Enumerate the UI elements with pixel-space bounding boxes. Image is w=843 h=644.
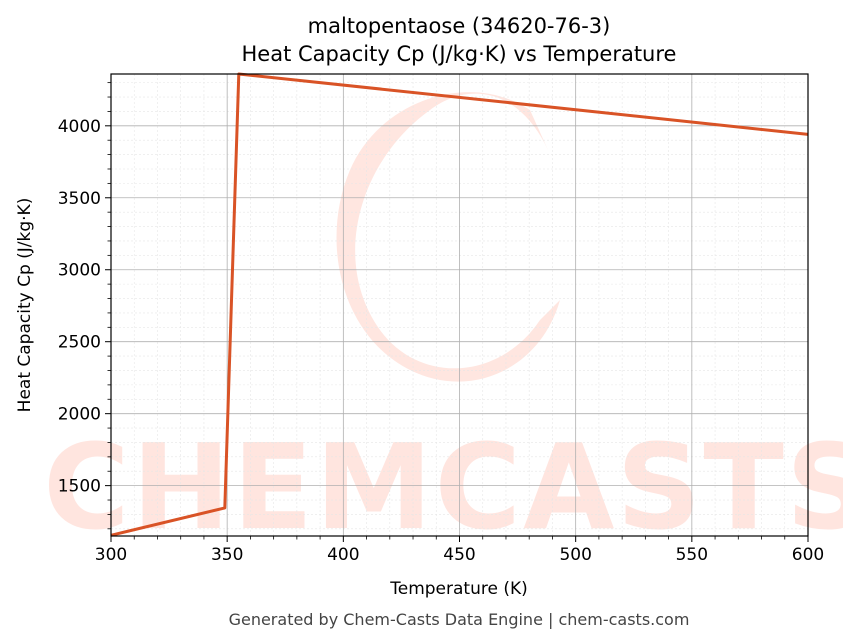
major-grid (111, 74, 808, 536)
x-tick-label: 600 (792, 545, 824, 565)
y-tick-label: 3500 (58, 189, 101, 209)
x-tick-label: 400 (327, 545, 359, 565)
watermark: CHEMCASTS (43, 92, 843, 556)
x-axis-label: Temperature (K) (389, 579, 528, 599)
x-tick-label: 350 (211, 545, 243, 565)
watermark-c-logo (336, 92, 560, 382)
y-axis-ticks: 1500 2000 2500 3000 3500 4000 (58, 117, 111, 497)
y-tick-label: 4000 (58, 117, 101, 137)
x-axis-ticks: 300 350 400 450 500 550 600 (95, 536, 824, 565)
y-axis-label: Heat Capacity Cp (J/kg·K) (15, 198, 35, 413)
series-line-0 (110, 72, 809, 537)
x-tick-label: 500 (559, 545, 591, 565)
chart-title-line1: maltopentaose (34620-76-3) (308, 14, 611, 38)
y-tick-label: 3000 (58, 261, 101, 281)
series-group (110, 72, 809, 537)
y-tick-label: 2000 (58, 405, 101, 425)
y-tick-label: 2500 (58, 333, 101, 353)
x-tick-label: 550 (676, 545, 708, 565)
minor-ticks (107, 82, 786, 540)
x-tick-label: 450 (443, 545, 475, 565)
chart-title-line2: Heat Capacity Cp (J/kg·K) vs Temperature (242, 42, 677, 66)
footer-credit: Generated by Chem-Casts Data Engine | ch… (229, 610, 690, 629)
watermark-text: CHEMCASTS (43, 418, 843, 556)
y-tick-label: 1500 (58, 477, 101, 497)
x-tick-label: 300 (95, 545, 127, 565)
